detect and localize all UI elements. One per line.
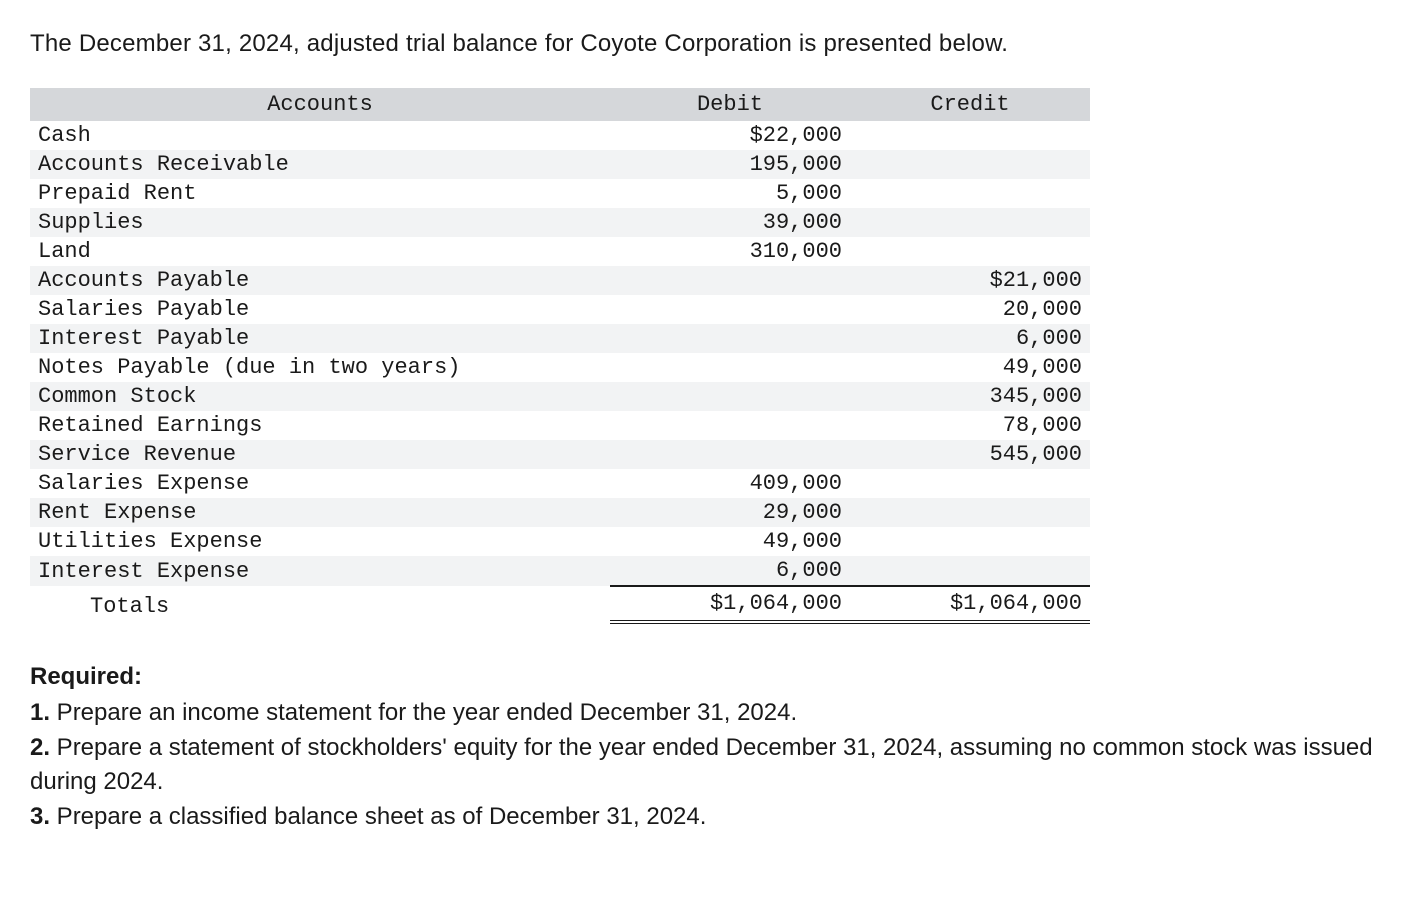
table-row: Interest Expense6,000: [30, 556, 1090, 586]
totals-label: Totals: [30, 586, 610, 622]
account-cell: Service Revenue: [30, 440, 610, 469]
credit-cell: [850, 121, 1090, 150]
required-item-number: 2.: [30, 734, 50, 761]
account-cell: Rent Expense: [30, 498, 610, 527]
totals-credit: $1,064,000: [850, 586, 1090, 622]
account-cell: Retained Earnings: [30, 411, 610, 440]
account-cell: Common Stock: [30, 382, 610, 411]
table-row: Accounts Receivable195,000: [30, 150, 1090, 179]
header-credit: Credit: [850, 88, 1090, 121]
account-cell: Notes Payable (due in two years): [30, 353, 610, 382]
credit-cell: 545,000: [850, 440, 1090, 469]
required-item-text: Prepare an income statement for the year…: [50, 699, 797, 726]
table-row: Land310,000: [30, 237, 1090, 266]
table-row: Retained Earnings 78,000: [30, 411, 1090, 440]
required-item-number: 1.: [30, 699, 50, 726]
account-cell: Accounts Receivable: [30, 150, 610, 179]
totals-debit: $1,064,000: [610, 586, 850, 622]
account-cell: Utilities Expense: [30, 527, 610, 556]
trial-balance-table: Accounts Debit Credit Cash$22,000Account…: [30, 88, 1090, 624]
intro-text: The December 31, 2024, adjusted trial ba…: [30, 30, 1374, 58]
account-cell: Interest Payable: [30, 324, 610, 353]
debit-cell: 195,000: [610, 150, 850, 179]
account-cell: Supplies: [30, 208, 610, 237]
debit-cell: $22,000: [610, 121, 850, 150]
credit-cell: 78,000: [850, 411, 1090, 440]
debit-cell: 49,000: [610, 527, 850, 556]
table-row: Supplies39,000: [30, 208, 1090, 237]
account-cell: Cash: [30, 121, 610, 150]
required-item: 1. Prepare an income statement for the y…: [30, 696, 1374, 730]
credit-cell: $21,000: [850, 266, 1090, 295]
table-row: Common Stock 345,000: [30, 382, 1090, 411]
credit-cell: [850, 179, 1090, 208]
table-row: Utilities Expense49,000: [30, 527, 1090, 556]
credit-cell: [850, 150, 1090, 179]
debit-cell: [610, 440, 850, 469]
required-section: Required: 1. Prepare an income statement…: [30, 660, 1374, 834]
table-row: Interest Payable 6,000: [30, 324, 1090, 353]
debit-cell: [610, 382, 850, 411]
required-item-text: Prepare a classified balance sheet as of…: [50, 803, 706, 830]
credit-cell: [850, 469, 1090, 498]
debit-cell: 310,000: [610, 237, 850, 266]
debit-cell: [610, 353, 850, 382]
debit-cell: [610, 295, 850, 324]
debit-cell: [610, 324, 850, 353]
credit-cell: [850, 527, 1090, 556]
header-debit: Debit: [610, 88, 850, 121]
required-label: Required:: [30, 660, 1374, 694]
table-row: Cash$22,000: [30, 121, 1090, 150]
account-cell: Land: [30, 237, 610, 266]
credit-cell: [850, 208, 1090, 237]
credit-cell: [850, 237, 1090, 266]
debit-cell: 39,000: [610, 208, 850, 237]
totals-row: Totals$1,064,000$1,064,000: [30, 586, 1090, 622]
table-row: Prepaid Rent5,000: [30, 179, 1090, 208]
credit-cell: 20,000: [850, 295, 1090, 324]
table-row: Accounts Payable $21,000: [30, 266, 1090, 295]
debit-cell: 29,000: [610, 498, 850, 527]
debit-cell: [610, 266, 850, 295]
required-item-number: 3.: [30, 803, 50, 830]
account-cell: Accounts Payable: [30, 266, 610, 295]
credit-cell: [850, 556, 1090, 586]
required-item: 3. Prepare a classified balance sheet as…: [30, 800, 1374, 834]
debit-cell: 6,000: [610, 556, 850, 586]
table-row: Notes Payable (due in two years) 49,000: [30, 353, 1090, 382]
credit-cell: 6,000: [850, 324, 1090, 353]
account-cell: Prepaid Rent: [30, 179, 610, 208]
credit-cell: 49,000: [850, 353, 1090, 382]
table-header-row: Accounts Debit Credit: [30, 88, 1090, 121]
table-row: Rent Expense29,000: [30, 498, 1090, 527]
required-item-text: Prepare a statement of stockholders' equ…: [30, 734, 1373, 795]
debit-cell: 409,000: [610, 469, 850, 498]
table-row: Salaries Expense409,000: [30, 469, 1090, 498]
required-item: 2. Prepare a statement of stockholders' …: [30, 731, 1374, 798]
account-cell: Salaries Payable: [30, 295, 610, 324]
account-cell: Interest Expense: [30, 556, 610, 586]
debit-cell: 5,000: [610, 179, 850, 208]
debit-cell: [610, 411, 850, 440]
credit-cell: 345,000: [850, 382, 1090, 411]
account-cell: Salaries Expense: [30, 469, 610, 498]
table-row: Salaries Payable 20,000: [30, 295, 1090, 324]
header-accounts: Accounts: [30, 88, 610, 121]
table-row: Service Revenue 545,000: [30, 440, 1090, 469]
credit-cell: [850, 498, 1090, 527]
